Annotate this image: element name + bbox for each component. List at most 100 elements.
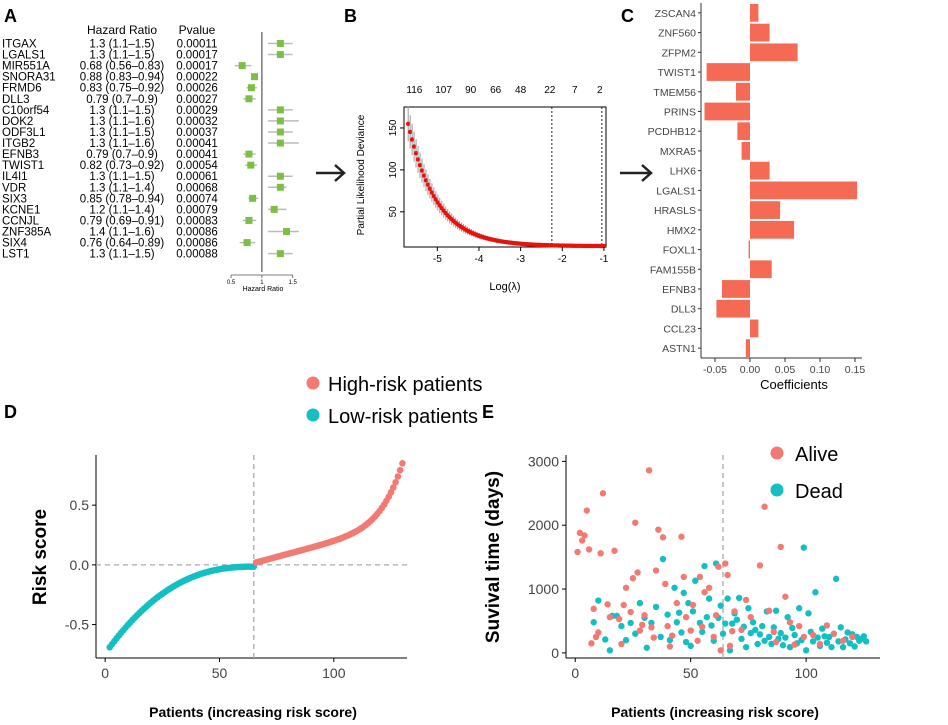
forest-hr-text: 1.3 (1.1–1.5) bbox=[89, 105, 154, 117]
survival-point-dead bbox=[860, 633, 868, 640]
coef-x-tick-label: 0.10 bbox=[810, 364, 831, 376]
survival-point-alive bbox=[756, 562, 764, 569]
coef-bar bbox=[722, 280, 750, 298]
survival-point-dead bbox=[839, 643, 847, 651]
risk-score-plot: 0 50 100 -0.5 0.0 0.5 bbox=[65, 455, 407, 681]
survival-point-alive bbox=[722, 560, 729, 567]
survival-point-alive bbox=[791, 641, 798, 648]
survival-point-dead bbox=[777, 629, 784, 637]
forest-hr-text: 0.82 (0.73–0.92) bbox=[80, 160, 165, 172]
survival-point-dead bbox=[618, 622, 625, 630]
survival-y-axis-label: Suvival time (days) bbox=[483, 471, 504, 643]
coef-bar bbox=[750, 319, 759, 338]
coef-bar bbox=[741, 142, 750, 160]
survival-point-dead bbox=[862, 638, 870, 645]
forest-hr-text: 1.4 (1.1–1.6) bbox=[89, 227, 154, 239]
survival-point-dead bbox=[671, 584, 678, 591]
forest-gene-label: VDR bbox=[2, 182, 26, 194]
forest-point bbox=[283, 228, 291, 236]
survival-point-dead bbox=[805, 610, 812, 617]
forest-p-text: 0.00037 bbox=[176, 127, 218, 139]
coef-bar bbox=[736, 82, 750, 101]
coef-bar bbox=[745, 339, 750, 358]
survival-point-dead bbox=[687, 642, 694, 650]
forest-column-hazard-ratio: Hazard Ratio bbox=[87, 23, 157, 37]
survival-point-dead bbox=[733, 616, 741, 623]
coefficient-x-axis-label: Coefficients bbox=[760, 377, 828, 392]
survival-point-alive bbox=[786, 619, 794, 626]
coef-category-label: ZNF560 bbox=[658, 28, 696, 40]
coef-bar bbox=[750, 181, 858, 200]
survival-point-alive bbox=[705, 584, 713, 591]
forest-hr-text: 1.3 (1.1–1.5) bbox=[89, 171, 154, 183]
survival-x-axis-label: Patients (increasing risk score) bbox=[611, 704, 819, 720]
survival-point-alive bbox=[581, 532, 588, 539]
forest-gene-label: IL4I1 bbox=[2, 171, 28, 183]
forest-hr-text: 0.88 (0.83–0.94) bbox=[80, 72, 165, 84]
forest-p-text: 0.00029 bbox=[176, 105, 218, 117]
forest-p-text: 0.00083 bbox=[176, 215, 218, 227]
forest-hr-text: 1.3 (1.1–1.5) bbox=[89, 127, 154, 139]
survival-point-dead bbox=[759, 622, 766, 630]
survival-point-dead bbox=[832, 575, 840, 583]
forest-hr-text: 0.79 (0.7–0.9) bbox=[86, 94, 158, 106]
forest-p-text: 0.00011 bbox=[177, 39, 218, 51]
risk-legend: High-risk patients Low-risk patients bbox=[306, 374, 483, 428]
survival-point-dead bbox=[648, 619, 655, 627]
survival-point-dead bbox=[692, 577, 699, 584]
survival-point-alive bbox=[696, 573, 704, 581]
lasso-top-tick-label: 90 bbox=[465, 85, 477, 96]
survival-point-alive bbox=[618, 640, 625, 648]
survival-point-dead bbox=[724, 595, 731, 602]
survival-point-dead bbox=[590, 619, 597, 626]
lasso-point bbox=[421, 173, 427, 178]
survival-point-alive bbox=[682, 613, 690, 621]
lasso-top-tick-label: 116 bbox=[406, 85, 422, 96]
arrow-b-to-c bbox=[620, 164, 653, 182]
risk-x-tick-label: 100 bbox=[322, 665, 346, 681]
forest-p-text: 0.00017 bbox=[176, 50, 218, 62]
survival-x-tick-label: 0 bbox=[571, 665, 579, 681]
survival-point-dead bbox=[770, 624, 777, 631]
coef-category-label: LGALS1 bbox=[656, 185, 696, 197]
survival-point-dead bbox=[602, 636, 609, 643]
survival-point-dead bbox=[754, 640, 761, 648]
survival-point-dead bbox=[652, 603, 660, 611]
forest-gene-label: C10orf54 bbox=[2, 105, 50, 117]
forest-p-text: 0.00054 bbox=[176, 160, 218, 172]
forest-gene-label: DOK2 bbox=[2, 116, 33, 128]
forest-gene-label: SIX4 bbox=[2, 238, 28, 250]
coef-bar bbox=[750, 43, 798, 62]
lasso-top-tick-label: 7 bbox=[572, 85, 578, 96]
survival-point-alive bbox=[710, 633, 717, 641]
forest-point bbox=[249, 194, 257, 202]
survival-point-alive bbox=[731, 608, 738, 615]
lasso-point bbox=[601, 243, 607, 249]
forest-gene-label: EFNB3 bbox=[2, 149, 39, 161]
lasso-top-tick-label: 66 bbox=[490, 85, 502, 96]
survival-point-dead bbox=[678, 629, 685, 636]
lasso-point bbox=[417, 162, 423, 168]
lasso-plot-frame bbox=[403, 106, 607, 248]
coef-bar bbox=[750, 201, 781, 219]
forest-gene-label: LST1 bbox=[2, 249, 30, 261]
survival-point-alive bbox=[717, 647, 724, 654]
survival-point-alive bbox=[645, 467, 653, 474]
lasso-y-axis-label: Partial Likelihood Deviance bbox=[356, 114, 367, 235]
survival-point-alive bbox=[772, 638, 780, 646]
forest-column-pvalue: Pvalue bbox=[179, 23, 216, 37]
risk-y-tick-label: -0.5 bbox=[65, 617, 89, 633]
coefficient-bar-chart: ZSCAN4 ZNF560 ZFPM2 TWIST1 TMEM56 PRINS PCDHB1… bbox=[648, 3, 865, 376]
survival-point-alive bbox=[583, 507, 590, 514]
forest-gene-label: MIR551A bbox=[2, 61, 50, 73]
forest-point bbox=[247, 161, 255, 169]
survival-point-dead bbox=[622, 636, 630, 644]
survival-point-dead bbox=[752, 626, 759, 634]
lasso-point bbox=[429, 190, 435, 195]
forest-point bbox=[276, 40, 284, 47]
arrow-a-to-b bbox=[316, 164, 346, 182]
lasso-point bbox=[425, 182, 431, 187]
survival-point-alive bbox=[726, 642, 734, 650]
survival-point-dead bbox=[664, 611, 671, 618]
risk-point-high bbox=[394, 473, 402, 480]
